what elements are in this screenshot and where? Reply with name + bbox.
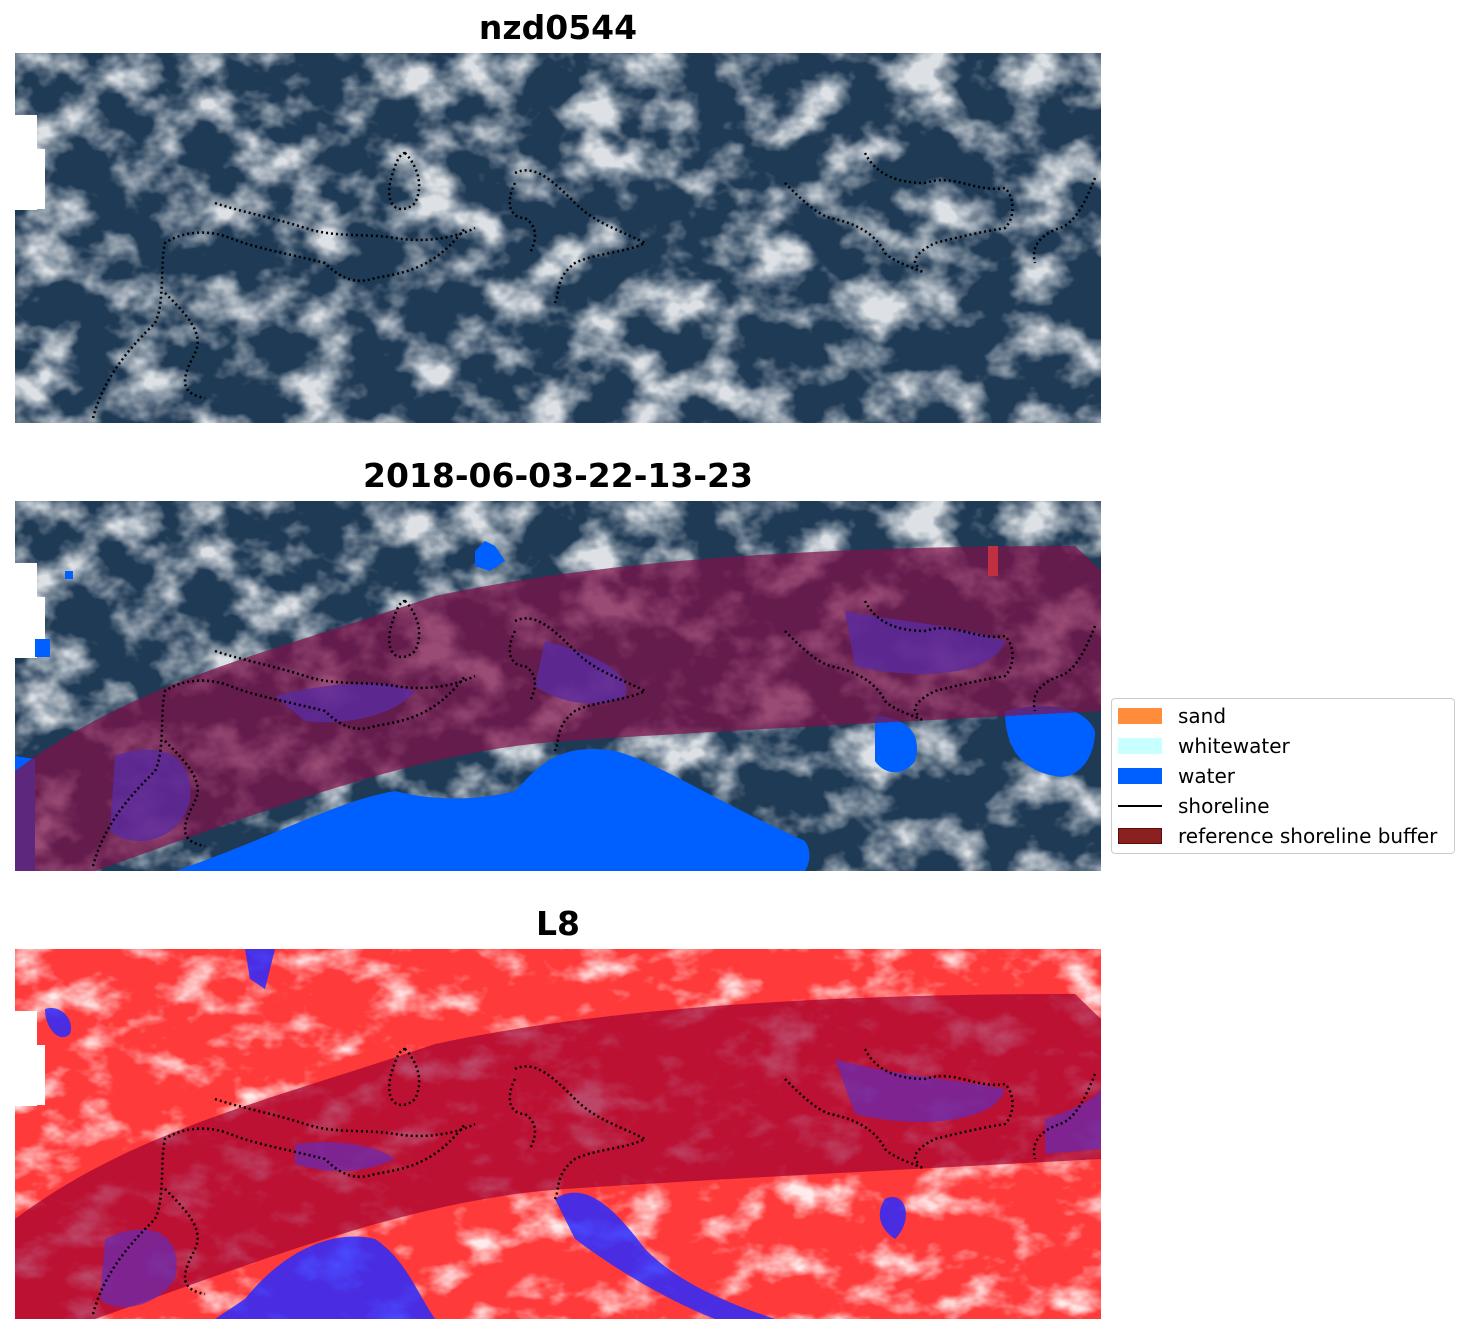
buffer-swatch: [1118, 828, 1162, 844]
negative-index-regions: [45, 949, 906, 1319]
panel-title-index: L8: [536, 904, 580, 943]
panel-title-rgb: nzd0544: [478, 8, 638, 47]
legend-item-water: water: [1118, 761, 1235, 791]
legend: sand whitewater water shoreline referenc…: [1111, 698, 1455, 854]
shoreline-line-swatch: [1118, 805, 1162, 807]
whitewater-swatch: [1118, 738, 1162, 754]
panel-title-classification: 2018-06-03-22-13-23: [363, 456, 753, 495]
rgb-image-panel: [15, 53, 1101, 423]
reference-shoreline-buffer-index: [15, 994, 1101, 1319]
index-map-panel: [15, 949, 1101, 1319]
legend-item-sand: sand: [1118, 701, 1226, 731]
water-swatch: [1118, 768, 1162, 784]
shoreline-contour: [91, 151, 1097, 419]
reference-shoreline-buffer: [15, 546, 1101, 871]
nodata-patch: [15, 115, 37, 210]
classification-panel: [15, 501, 1101, 871]
legend-item-whitewater: whitewater: [1118, 731, 1290, 761]
sand-patch: [988, 546, 998, 576]
sand-swatch: [1118, 708, 1162, 724]
legend-item-shoreline: shoreline: [1118, 791, 1270, 821]
legend-item-reference-buffer: reference shoreline buffer: [1118, 821, 1437, 851]
cloud-texture: [15, 53, 1101, 423]
